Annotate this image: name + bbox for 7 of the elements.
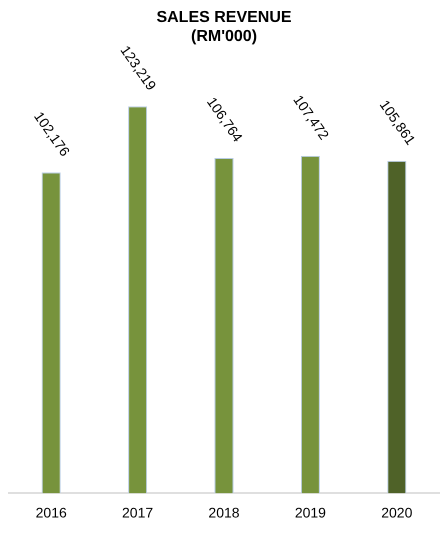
text: (RM'000) xyxy=(190,28,258,46)
x-tick-label: 2017 xyxy=(122,504,154,520)
text: SALES REVENUE xyxy=(156,9,292,26)
x-tick-label: 2018 xyxy=(208,504,240,520)
x-tick-label: 2020 xyxy=(381,504,413,520)
x-tick-label: 2016 xyxy=(36,504,67,520)
x-tick-label: 2019 xyxy=(294,504,326,520)
